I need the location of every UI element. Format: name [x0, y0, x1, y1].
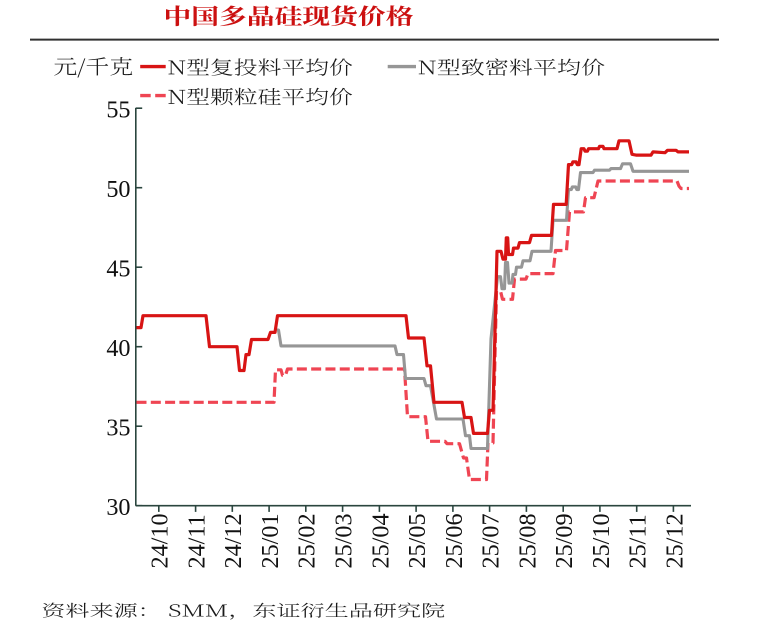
svg-text:40: 40	[106, 335, 130, 362]
svg-text:35: 35	[106, 414, 130, 441]
svg-text:25/08: 25/08	[514, 513, 541, 568]
svg-text:25/01: 25/01	[257, 513, 284, 568]
svg-text:24/10: 24/10	[147, 513, 174, 568]
svg-text:24/11: 24/11	[184, 514, 211, 568]
svg-text:25/11: 25/11	[625, 514, 652, 568]
svg-text:50: 50	[106, 176, 130, 203]
svg-text:25/12: 25/12	[661, 513, 688, 568]
svg-text:45: 45	[106, 255, 130, 282]
svg-text:25/07: 25/07	[478, 513, 505, 568]
svg-text:25/05: 25/05	[404, 513, 431, 568]
svg-text:25/06: 25/06	[441, 513, 468, 568]
svg-text:55: 55	[106, 96, 130, 123]
svg-text:25/03: 25/03	[331, 513, 358, 568]
svg-text:25/10: 25/10	[588, 513, 615, 568]
svg-text:24/12: 24/12	[220, 513, 247, 568]
svg-text:25/02: 25/02	[294, 513, 321, 568]
svg-text:25/04: 25/04	[367, 513, 394, 568]
svg-text:30: 30	[106, 494, 130, 521]
svg-text:25/09: 25/09	[551, 513, 578, 568]
